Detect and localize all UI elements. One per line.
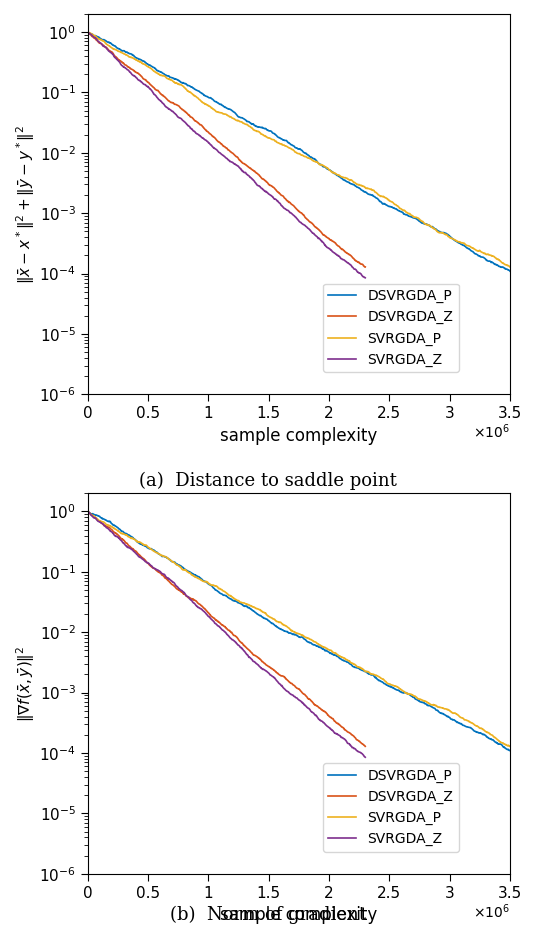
SVRGDA_Z — [197, 603, 203, 614]
X-axis label: sample complexity: sample complexity — [220, 427, 377, 445]
SVRGDA_Z — [301, 699, 307, 710]
DSVRGDA_P — [85, 506, 91, 517]
SVRGDA_Z — [207, 139, 213, 150]
X-axis label: sample complexity: sample complexity — [220, 906, 377, 924]
DSVRGDA_P — [280, 134, 286, 145]
SVRGDA_P — [85, 26, 91, 38]
DSVRGDA_P — [507, 745, 513, 756]
SVRGDA_P — [264, 132, 271, 144]
SVRGDA_Z — [113, 53, 120, 64]
SVRGDA_P — [280, 140, 287, 151]
Legend: DSVRGDA_P, DSVRGDA_Z, SVRGDA_P, SVRGDA_Z: DSVRGDA_P, DSVRGDA_Z, SVRGDA_P, SVRGDA_Z — [323, 283, 459, 372]
SVRGDA_Z — [306, 704, 312, 715]
DSVRGDA_Z — [275, 668, 281, 679]
SVRGDA_Z — [85, 26, 91, 38]
DSVRGDA_P — [117, 524, 124, 536]
DSVRGDA_P — [135, 536, 141, 547]
Text: $\times10^6$: $\times10^6$ — [473, 902, 510, 921]
SVRGDA_Z — [275, 677, 281, 688]
SVRGDA_Z — [362, 751, 368, 763]
SVRGDA_P — [273, 136, 279, 147]
DSVRGDA_P — [325, 163, 331, 174]
DSVRGDA_P — [135, 53, 141, 64]
DSVRGDA_Z — [301, 210, 307, 221]
DSVRGDA_Z — [306, 216, 312, 227]
Y-axis label: $\|\nabla f(\bar{x},\bar{y})\|^2$: $\|\nabla f(\bar{x},\bar{y})\|^2$ — [14, 645, 36, 721]
Line: DSVRGDA_Z: DSVRGDA_Z — [88, 32, 365, 267]
SVRGDA_Z — [85, 506, 91, 517]
DSVRGDA_P — [85, 26, 91, 38]
Line: SVRGDA_Z: SVRGDA_Z — [88, 32, 365, 278]
Line: SVRGDA_P: SVRGDA_P — [88, 511, 510, 747]
DSVRGDA_P — [507, 265, 513, 277]
DSVRGDA_Z — [113, 52, 120, 63]
SVRGDA_Z — [197, 130, 203, 142]
DSVRGDA_P — [325, 646, 331, 658]
DSVRGDA_Z — [306, 693, 312, 704]
DSVRGDA_Z — [197, 598, 203, 610]
SVRGDA_Z — [113, 531, 120, 542]
SVRGDA_P — [280, 619, 286, 630]
Line: DSVRGDA_P: DSVRGDA_P — [88, 32, 510, 271]
SVRGDA_P — [117, 527, 124, 538]
SVRGDA_P — [325, 163, 332, 174]
SVRGDA_Z — [207, 613, 213, 624]
Line: DSVRGDA_Z: DSVRGDA_Z — [88, 511, 365, 747]
SVRGDA_Z — [301, 219, 307, 231]
DSVRGDA_Z — [113, 528, 120, 539]
SVRGDA_P — [135, 536, 141, 547]
DSVRGDA_P — [117, 44, 124, 55]
Line: SVRGDA_Z: SVRGDA_Z — [88, 511, 365, 757]
Legend: DSVRGDA_P, DSVRGDA_Z, SVRGDA_P, SVRGDA_Z: DSVRGDA_P, DSVRGDA_Z, SVRGDA_P, SVRGDA_Z — [323, 764, 459, 852]
DSVRGDA_Z — [207, 610, 213, 621]
DSVRGDA_P — [272, 620, 279, 631]
DSVRGDA_Z — [362, 741, 368, 752]
SVRGDA_P — [264, 610, 270, 621]
SVRGDA_P — [507, 741, 513, 752]
Text: (b)  Norm of gradient: (b) Norm of gradient — [170, 906, 366, 924]
SVRGDA_Z — [306, 223, 312, 234]
DSVRGDA_Z — [362, 262, 368, 273]
Line: DSVRGDA_P: DSVRGDA_P — [88, 511, 510, 750]
SVRGDA_P — [85, 506, 91, 517]
DSVRGDA_Z — [207, 129, 213, 140]
SVRGDA_P — [117, 47, 124, 58]
SVRGDA_P — [85, 26, 91, 38]
DSVRGDA_Z — [301, 688, 307, 700]
DSVRGDA_P — [264, 613, 270, 625]
DSVRGDA_Z — [85, 506, 91, 517]
DSVRGDA_P — [264, 124, 270, 135]
SVRGDA_P — [507, 262, 513, 273]
SVRGDA_P — [135, 55, 141, 67]
DSVRGDA_Z — [197, 119, 203, 130]
SVRGDA_P — [272, 615, 279, 627]
Text: $\times10^6$: $\times10^6$ — [473, 423, 510, 442]
SVRGDA_Z — [275, 196, 281, 207]
DSVRGDA_Z — [275, 187, 281, 198]
Y-axis label: $\|\bar{x}-x^*\|^2+\|\bar{y}-y^*\|^2$: $\|\bar{x}-x^*\|^2+\|\bar{y}-y^*\|^2$ — [14, 125, 36, 284]
SVRGDA_Z — [362, 272, 368, 283]
SVRGDA_P — [325, 643, 331, 655]
Text: (a)  Distance to saddle point: (a) Distance to saddle point — [139, 472, 397, 490]
DSVRGDA_P — [272, 129, 279, 141]
Line: SVRGDA_P: SVRGDA_P — [88, 32, 510, 267]
DSVRGDA_P — [280, 625, 286, 636]
SVRGDA_P — [507, 262, 513, 273]
DSVRGDA_Z — [85, 26, 91, 38]
